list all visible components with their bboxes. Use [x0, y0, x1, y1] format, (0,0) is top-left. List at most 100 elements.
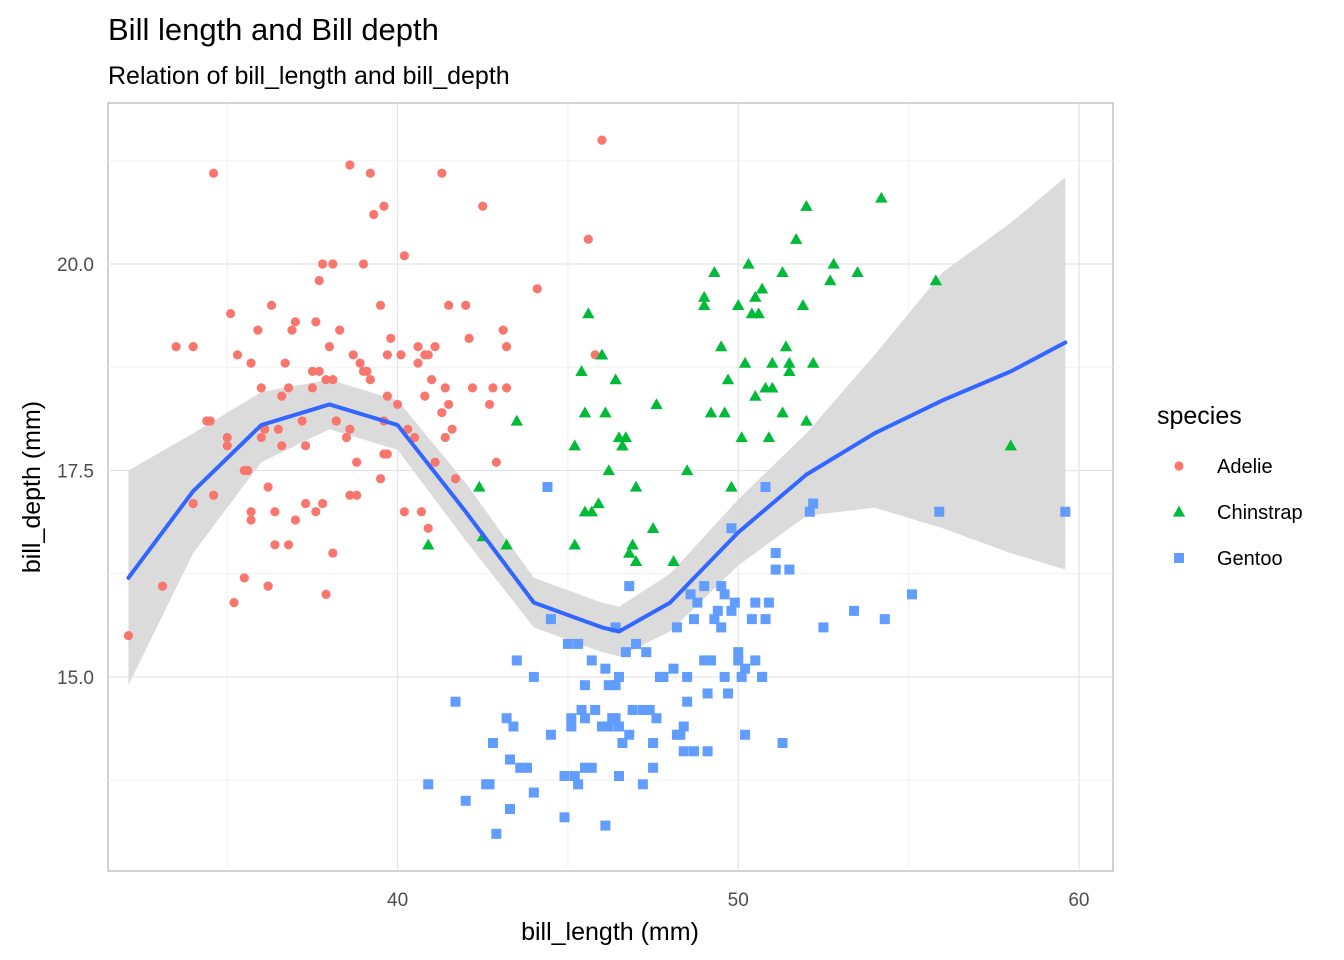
point-gentoo: [723, 688, 734, 699]
point-gentoo: [559, 812, 570, 823]
point-gentoo: [545, 614, 556, 625]
point-gentoo: [804, 506, 815, 517]
point-adelie: [484, 399, 495, 410]
point-gentoo: [818, 622, 829, 633]
point-adelie: [427, 375, 437, 385]
point-gentoo: [484, 779, 495, 790]
point-chinstrap: [755, 282, 769, 294]
point-adelie: [256, 432, 266, 443]
point-adelie: [420, 391, 430, 401]
point-gentoo: [576, 704, 587, 715]
point-adelie: [246, 515, 256, 525]
point-gentoo: [699, 581, 710, 592]
point-gentoo: [760, 614, 771, 625]
point-gentoo: [515, 762, 526, 773]
point-gentoo: [505, 754, 515, 765]
point-chinstrap: [595, 348, 609, 360]
point-gentoo: [579, 680, 590, 691]
point-chinstrap: [766, 381, 779, 393]
smooth-line: [126, 340, 1068, 634]
point-chinstrap: [626, 538, 639, 550]
point-gentoo: [586, 762, 597, 773]
x-tick-label: 50: [728, 890, 749, 911]
point-chinstrap: [1004, 439, 1017, 451]
point-gentoo: [682, 671, 693, 682]
point-adelie: [365, 168, 375, 178]
legend: species Adelie Chinstrap Gentoo: [1157, 402, 1303, 570]
point-chinstrap: [796, 299, 810, 310]
point-adelie: [314, 275, 324, 286]
point-adelie: [437, 168, 447, 178]
point-chinstrap: [800, 200, 813, 211]
point-adelie: [382, 350, 392, 360]
point-gentoo: [716, 581, 727, 592]
point-chinstrap: [623, 546, 636, 558]
point-adelie: [243, 465, 253, 476]
point-gentoo: [934, 506, 945, 517]
point-chinstrap: [609, 373, 622, 385]
point-adelie: [328, 375, 338, 385]
point-gentoo: [740, 729, 751, 740]
point-adelie: [270, 507, 280, 517]
point-chinstrap: [762, 431, 776, 443]
point-gentoo: [671, 622, 682, 633]
point-chinstrap: [827, 257, 840, 269]
point-chinstrap: [667, 555, 680, 566]
point-adelie: [386, 333, 396, 343]
point-adelie: [583, 234, 593, 244]
point-adelie: [501, 383, 512, 393]
point-adelie: [270, 540, 280, 550]
point-adelie: [123, 631, 134, 641]
point-gentoo: [614, 671, 625, 682]
point-gentoo: [808, 498, 819, 509]
point-gentoo: [586, 655, 597, 666]
point-gentoo: [760, 482, 771, 492]
point-adelie: [413, 358, 423, 368]
point-adelie: [171, 342, 181, 352]
point-gentoo: [566, 713, 577, 724]
point-adelie: [379, 201, 389, 211]
point-adelie: [311, 317, 321, 327]
point-adelie: [188, 498, 198, 509]
point-adelie: [352, 490, 362, 500]
point-adelie: [358, 259, 369, 269]
point-chinstrap: [766, 356, 779, 368]
legend-label-adelie: Adelie: [1217, 456, 1273, 478]
point-adelie: [222, 441, 232, 451]
point-adelie: [260, 424, 270, 434]
point-gentoo: [709, 614, 720, 625]
points-layer: [123, 135, 1071, 839]
point-adelie: [392, 399, 403, 410]
point-chinstrap: [680, 464, 694, 476]
point-adelie: [300, 498, 311, 509]
legend-key-gentoo: [1174, 553, 1184, 563]
point-chinstrap: [500, 538, 513, 550]
point-gentoo: [688, 614, 699, 625]
point-adelie: [348, 350, 358, 360]
point-adelie: [410, 432, 420, 443]
point-adelie: [369, 209, 379, 220]
point-gentoo: [658, 671, 669, 682]
point-adelie: [335, 325, 345, 335]
point-gentoo: [716, 622, 727, 633]
point-chinstrap: [599, 406, 612, 418]
point-gentoo: [491, 828, 502, 839]
point-adelie: [256, 383, 266, 393]
point-adelie: [362, 366, 372, 376]
point-chinstrap: [745, 307, 759, 319]
point-gentoo: [750, 597, 761, 608]
point-adelie: [300, 441, 311, 451]
point-adelie: [478, 201, 488, 211]
point-adelie: [324, 342, 335, 352]
point-gentoo: [644, 704, 655, 715]
point-chinstrap: [738, 356, 752, 368]
point-gentoo: [501, 713, 512, 724]
point-gentoo: [562, 638, 573, 649]
point-adelie: [345, 160, 355, 170]
point-chinstrap: [650, 398, 663, 410]
point-adelie: [464, 333, 474, 343]
point-gentoo: [733, 647, 744, 658]
point-chinstrap: [568, 439, 581, 451]
point-gentoo: [740, 663, 751, 674]
